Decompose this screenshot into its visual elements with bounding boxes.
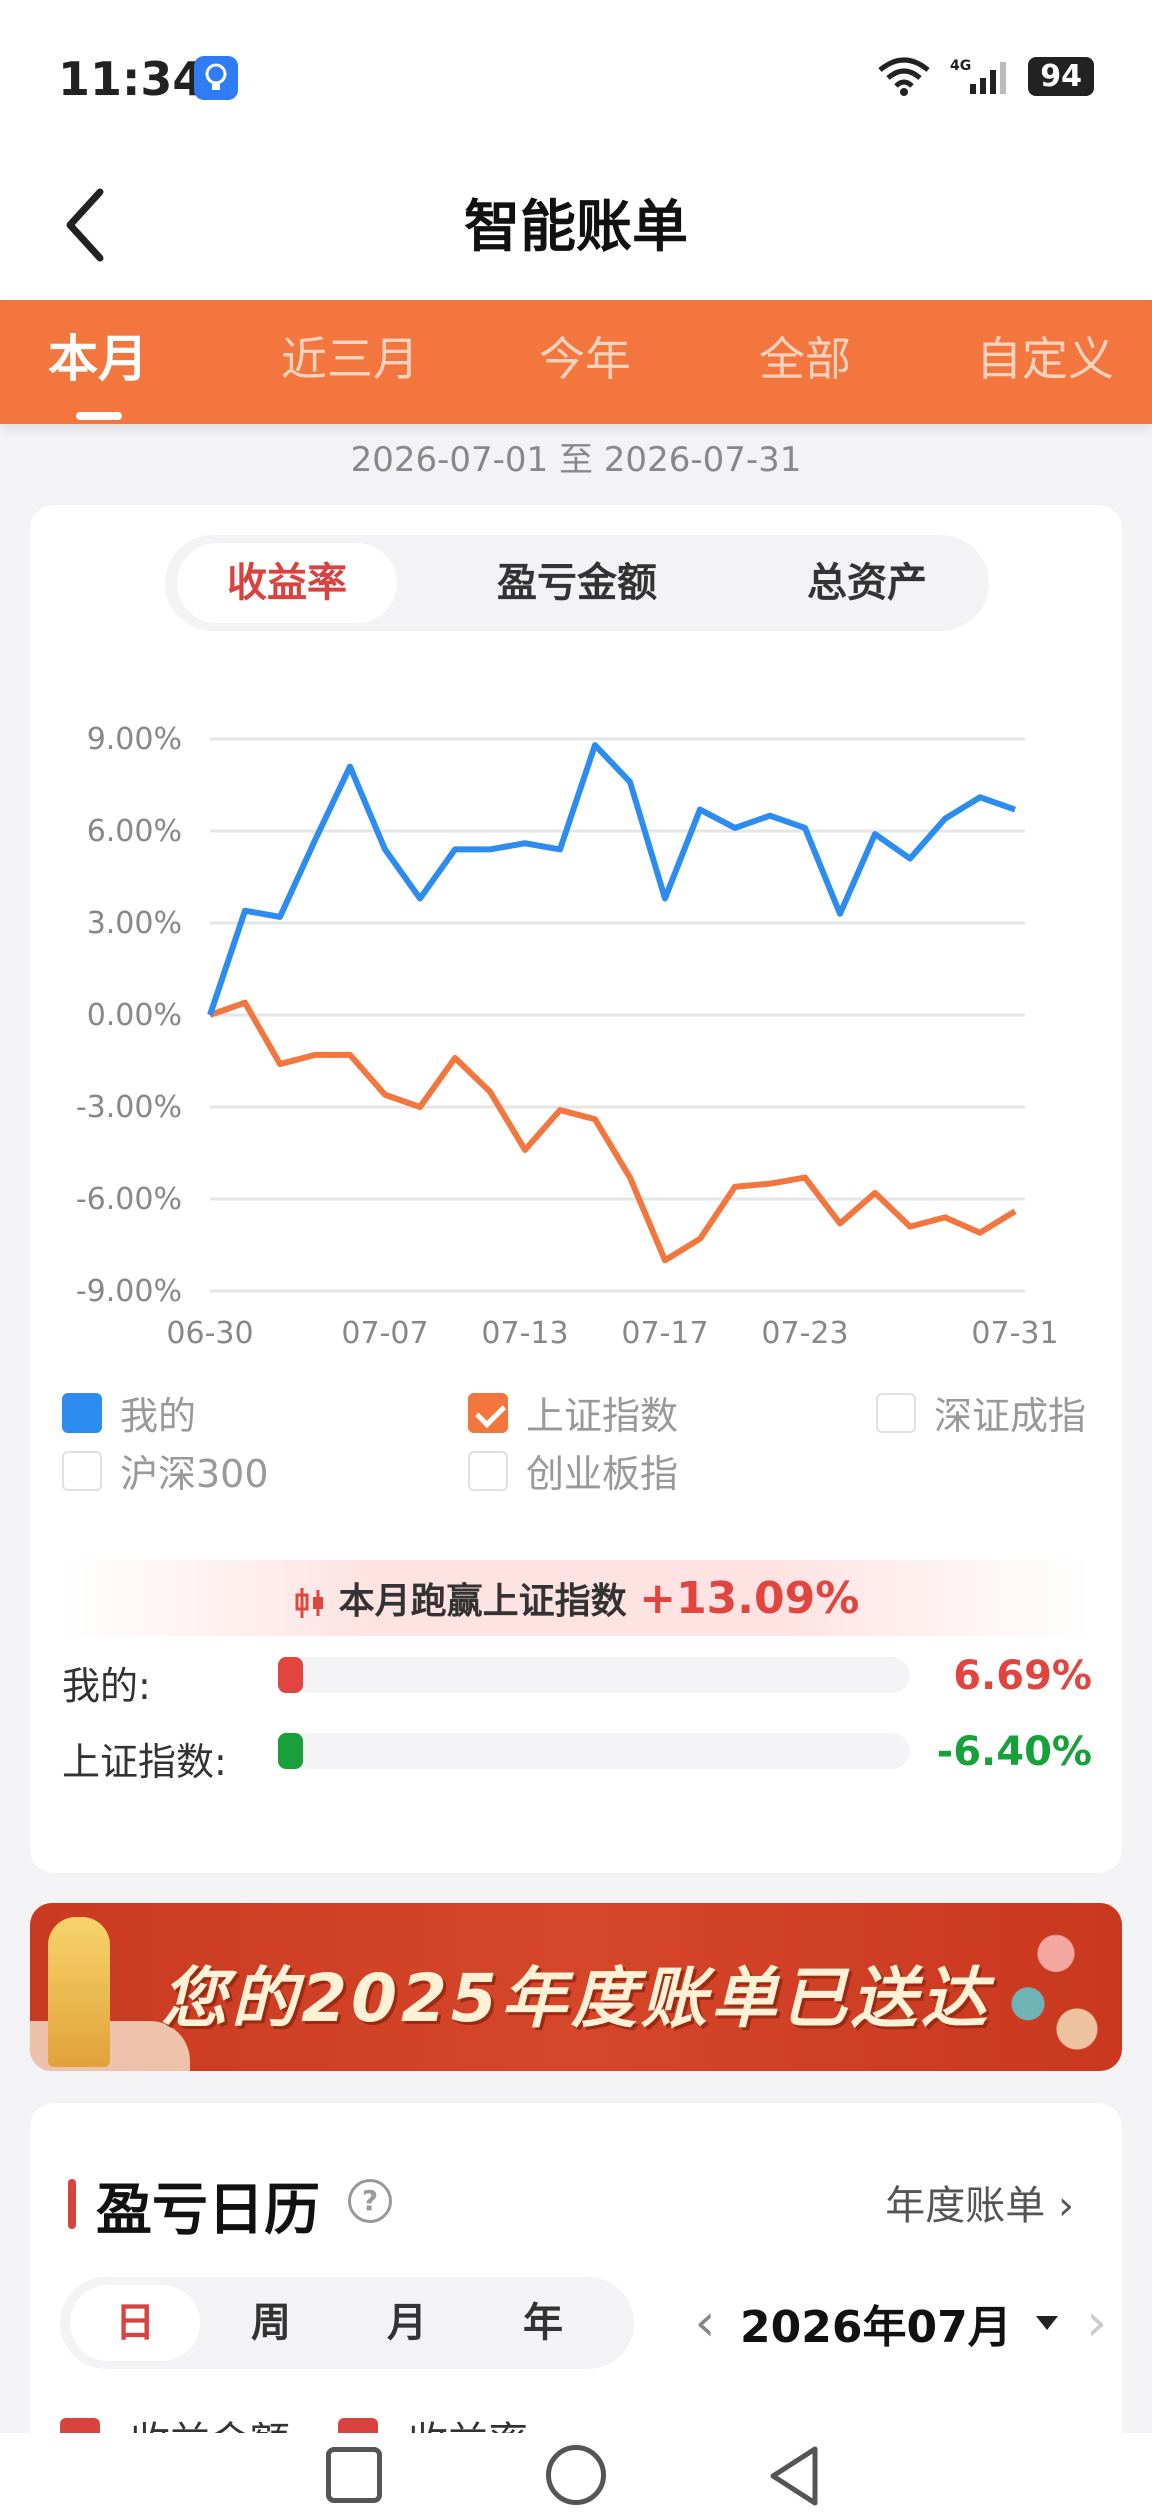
wifi-icon [878,57,930,96]
compare-label-shanghai: 上证指数: [62,1740,227,1784]
x-tick-label: 07-31 [971,1316,1058,1351]
status-time: 11:34 [58,52,205,106]
y-tick-label: 6.00% [87,814,182,849]
checkbox-profit-amount[interactable] [60,2418,100,2433]
battery-indicator: 94 [1028,56,1094,96]
legend-label-chinext: 创业板指 [526,1452,679,1496]
series-line-上证指数 [209,999,1017,1264]
legend-shenzhen[interactable]: 深证成指 [876,1385,1086,1440]
legend-label-mine: 我的 [120,1394,197,1438]
compare-value-shanghai: -6.40% [936,1729,1092,1775]
y-tick-label: -3.00% [76,1090,182,1125]
metric-switch: 收益率 盈亏金额 总资产 [165,535,989,631]
back-triangle-icon[interactable] [765,2443,825,2509]
period-tabs: 本月 近三月 今年 全部 自定义 [0,300,1152,424]
granularity-switch: 日 周 月 年 [60,2277,634,2369]
legend-shanghai[interactable]: 上证指数 [468,1385,678,1440]
return-line-chart[interactable]: 9.00% 6.00% 3.00% 0.00% -3.00% -6.00% -9.00% 06… [30,705,1122,1365]
banner-text: 您的2025年度账单已送达 [161,1960,991,2037]
section-title: 盈亏日历 [96,2178,320,2243]
legend-checkbox-shanghai[interactable] [468,1392,508,1433]
month-selector[interactable]: 2026年07月 [740,2302,1012,2353]
calendar-legend: 收益金额 收益率 [60,2409,528,2433]
lightbulb-icon [194,56,238,100]
series-line-我的 [207,742,1016,1016]
candlestick-icon [295,1588,323,1618]
caret-down-icon[interactable] [1035,2316,1058,2330]
granularity-month[interactable]: 月 [387,2300,427,2346]
tower-illustration [48,1917,110,2067]
recents-icon[interactable] [326,2447,382,2503]
help-icon[interactable]: ? [348,2179,392,2223]
legend-checkbox-mine[interactable] [62,1392,102,1433]
y-tick-label: -6.00% [76,1182,182,1217]
return-chart-card: 收益率 盈亏金额 总资产 9.00% 6.00% 3.00% 0.00% -3.00% -… [30,505,1122,1873]
x-tick-label: 07-17 [621,1316,708,1351]
legend-chinext[interactable]: 创业板指 [468,1443,678,1498]
legend-checkbox-chinext[interactable] [468,1450,508,1491]
compare-value-mine: 6.69% [953,1653,1092,1699]
status-bar: 11:34 4G 94 [0,0,1152,150]
chevron-right-icon: › [1058,2183,1074,2229]
tab-custom[interactable]: 自定义 [976,332,1114,386]
metric-tab-return-rate[interactable]: 收益率 [177,543,397,623]
summary-text: 本月跑赢上证指数 +13.09% [30,1561,1122,1640]
annual-report-label: 年度账单 [885,2183,1046,2229]
summary-strip [60,1560,1090,1636]
active-tab-indicator [76,412,122,420]
system-nav-bar [0,2433,1152,2520]
tab-this-month[interactable]: 本月 [48,330,148,388]
compare-bar-fill-shanghai [278,1733,304,1769]
legend-label-shanghai: 上证指数 [526,1394,679,1438]
next-month-icon[interactable]: › [1086,2293,1108,2353]
granularity-day[interactable]: 日 [70,2285,200,2361]
back-arrow-icon[interactable] [50,180,130,270]
y-tick-label: 3.00% [87,906,182,941]
section-accent-bar [68,2179,76,2229]
prev-month-icon[interactable]: ‹ [694,2293,716,2353]
y-tick-label: -9.00% [76,1274,182,1309]
x-tick-label: 07-13 [481,1316,568,1351]
label-return-rate: 收益率 [408,2409,528,2433]
page-title: 智能账单 [464,195,688,260]
metric-tab-total-assets[interactable]: 总资产 [807,560,927,606]
date-range: 2026-07-01 至 2026-07-31 [350,440,802,480]
app-header: 智能账单 [0,150,1152,300]
flower-decoration [972,1903,1112,2071]
compare-bar-track-shanghai [278,1733,910,1769]
x-tick-label: 07-07 [341,1316,428,1351]
legend-hs300[interactable]: 沪深300 [62,1443,269,1498]
tab-last-three-months[interactable]: 近三月 [281,332,419,386]
tab-all[interactable]: 全部 [759,332,851,386]
legend-checkbox-hs300[interactable] [62,1450,102,1491]
compare-bar-track-mine [278,1657,910,1693]
pnl-calendar-card: 盈亏日历 ? 年度账单 › 日 周 月 年 ‹ 2026年07月 › 收益金额 … [30,2103,1122,2433]
label-profit-amount: 收益金额 [130,2409,290,2433]
x-tick-label: 06-30 [166,1316,253,1351]
metric-tab-profit-amount[interactable]: 盈亏金额 [497,560,657,606]
home-icon[interactable] [546,2445,606,2505]
granularity-week[interactable]: 周 [251,2300,291,2346]
y-tick-label: 9.00% [87,722,182,757]
status-icons: 4G 94 [876,56,1094,96]
legend-checkbox-shenzhen[interactable] [876,1392,916,1433]
compare-bar-fill-mine [278,1657,304,1693]
x-tick-label: 07-23 [761,1316,848,1351]
checkbox-return-rate[interactable] [338,2418,378,2433]
annual-report-banner[interactable]: 您的2025年度账单已送达 [30,1903,1122,2071]
compare-label-mine: 我的: [62,1664,151,1708]
y-tick-label: 0.00% [87,998,182,1033]
svg-text:4G: 4G [950,58,971,74]
legend-label-hs300: 沪深300 [120,1452,269,1496]
month-navigator: ‹ 2026年07月 › [680,2283,1122,2363]
signal-icon: 4G [950,58,1007,94]
summary-value: +13.09% [639,1573,860,1624]
annual-report-link[interactable]: 年度账单 › [885,2173,1074,2231]
tab-this-year[interactable]: 今年 [539,332,631,386]
legend-label-shenzhen: 深证成指 [934,1394,1087,1438]
granularity-year[interactable]: 年 [523,2300,563,2346]
summary-prefix: 本月跑赢上证指数 [338,1581,627,1622]
legend-mine[interactable]: 我的 [62,1385,196,1440]
